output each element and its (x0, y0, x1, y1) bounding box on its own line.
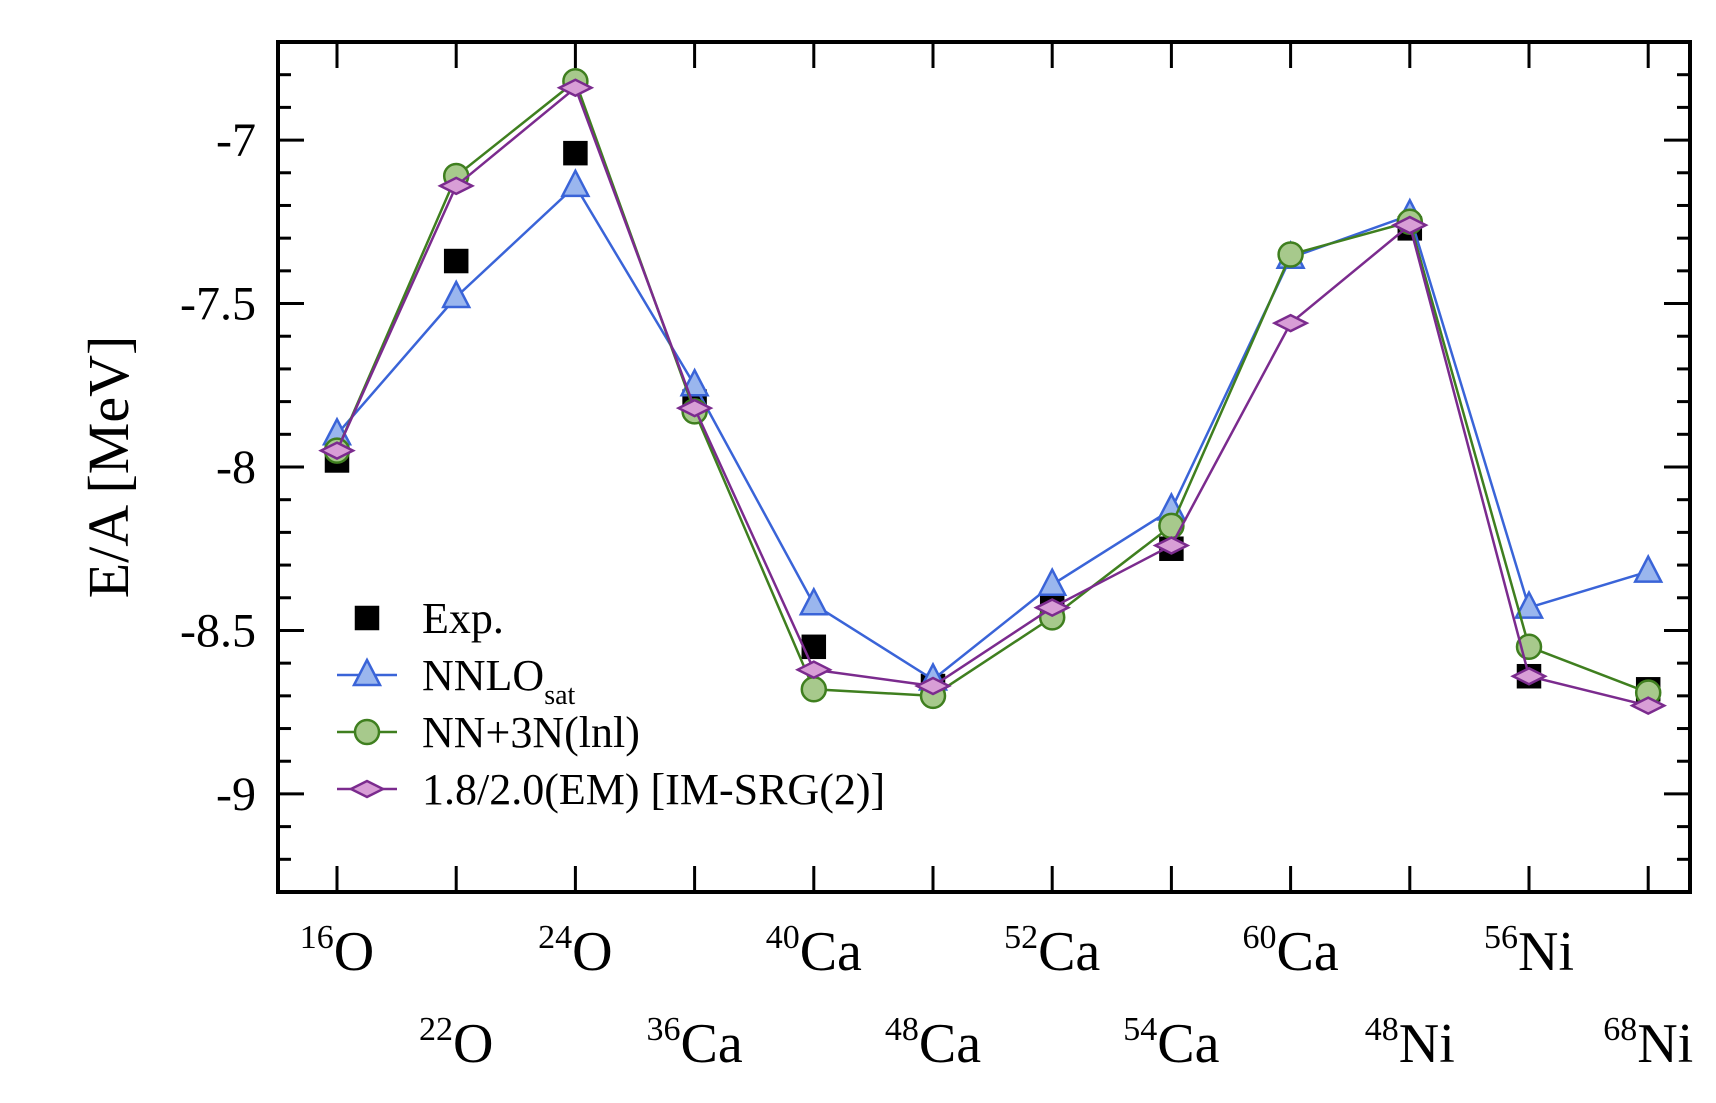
x-tick-label: 22O (419, 1011, 493, 1075)
legend-triangle-marker (351, 657, 383, 687)
legend-entry: NN+3N(lnl) (337, 708, 640, 757)
legend-diamond-marker (348, 779, 386, 799)
square-data-point (563, 140, 588, 166)
series-line (335, 79, 1649, 698)
legend-label: NNLOsat (422, 651, 576, 711)
x-tick-label: 68Ni (1603, 1011, 1693, 1075)
diamond-data-point (318, 441, 356, 461)
x-tick-label: 36Ca (646, 1011, 742, 1075)
triangle-data-point (1513, 589, 1545, 619)
series-layer (318, 67, 1667, 716)
triangle-data-point (798, 586, 829, 616)
circle-data-point (800, 676, 828, 703)
diamond-data-point (795, 660, 833, 680)
series-circle (323, 67, 1662, 710)
y-tick-label: -8 (216, 441, 256, 494)
triangle-data-point (441, 279, 472, 309)
x-tick-label: 16O (300, 919, 374, 983)
series-line (336, 183, 1649, 682)
series-square (324, 140, 1661, 702)
x-tick-label: 54Ca (1123, 1011, 1219, 1075)
y-axis-label: E/A [MeV] (76, 336, 141, 599)
diamond-data-point (1629, 696, 1667, 716)
legend-label: Exp. (422, 594, 504, 643)
diamond-data-point (914, 676, 952, 696)
legend-label: NN+3N(lnl) (422, 708, 640, 757)
triangle-data-point (1037, 566, 1068, 596)
series-diamond (318, 78, 1667, 716)
triangle-data-point (560, 168, 591, 198)
x-tick-label: 40Ca (766, 919, 862, 983)
x-tick-label: 48Ca (885, 1011, 981, 1075)
series-line (335, 85, 1649, 707)
series-triangle (321, 168, 1664, 691)
diamond-data-point (556, 78, 595, 98)
y-tick-label: -8.5 (180, 604, 256, 657)
circle-data-point (1158, 512, 1185, 540)
legend-entry: NNLOsat (337, 651, 576, 711)
x-tick-label: 56Ni (1484, 919, 1574, 983)
legend-entry: 1.8/2.0(EM) [IM-SRG(2)] (337, 765, 885, 814)
diamond-data-point (675, 398, 714, 418)
x-tick-label: 60Ca (1242, 919, 1338, 983)
diamond-data-point (1510, 666, 1548, 686)
y-tick-label: -9 (216, 768, 256, 821)
legend-square-marker (354, 605, 380, 631)
diamond-data-point (1033, 598, 1071, 617)
x-tick-label: 24O (538, 919, 612, 983)
x-tick-label: 48Ni (1365, 1011, 1455, 1075)
diamond-data-point (437, 176, 475, 196)
legend-circle-marker (353, 718, 381, 746)
square-data-point (443, 248, 469, 274)
y-tick-label: -7.5 (180, 278, 256, 331)
circle-data-point (1277, 241, 1304, 268)
x-tick-label: 52Ca (1004, 919, 1100, 983)
diamond-data-point (1152, 536, 1191, 555)
diamond-data-point (1391, 215, 1429, 235)
legend-label: 1.8/2.0(EM) [IM-SRG(2)] (422, 765, 885, 814)
triangle-data-point (1633, 553, 1664, 583)
legend-entry: Exp. (354, 594, 504, 643)
y-tick-label: -7 (216, 114, 256, 167)
diamond-data-point (1271, 313, 1310, 333)
